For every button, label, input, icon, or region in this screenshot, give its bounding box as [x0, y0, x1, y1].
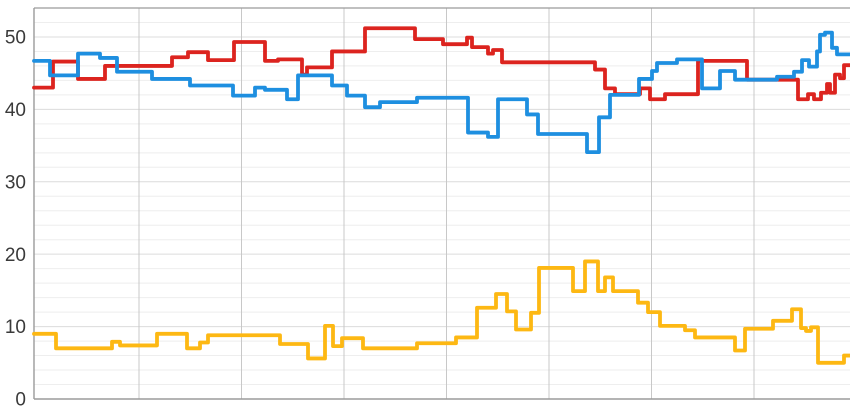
- y-axis-tick-label: 40: [5, 100, 26, 121]
- y-axis-tick-label: 50: [5, 28, 26, 49]
- series-line-red: [32, 26, 850, 102]
- y-axis-tick-label: 0: [15, 390, 26, 409]
- y-axis-tick-label: 20: [5, 245, 26, 266]
- y-axis-tick-label: 30: [5, 172, 26, 193]
- y-axis-tick-label: 10: [5, 317, 26, 338]
- series-line-yellow: [32, 259, 850, 365]
- series-line-blue: [32, 30, 850, 154]
